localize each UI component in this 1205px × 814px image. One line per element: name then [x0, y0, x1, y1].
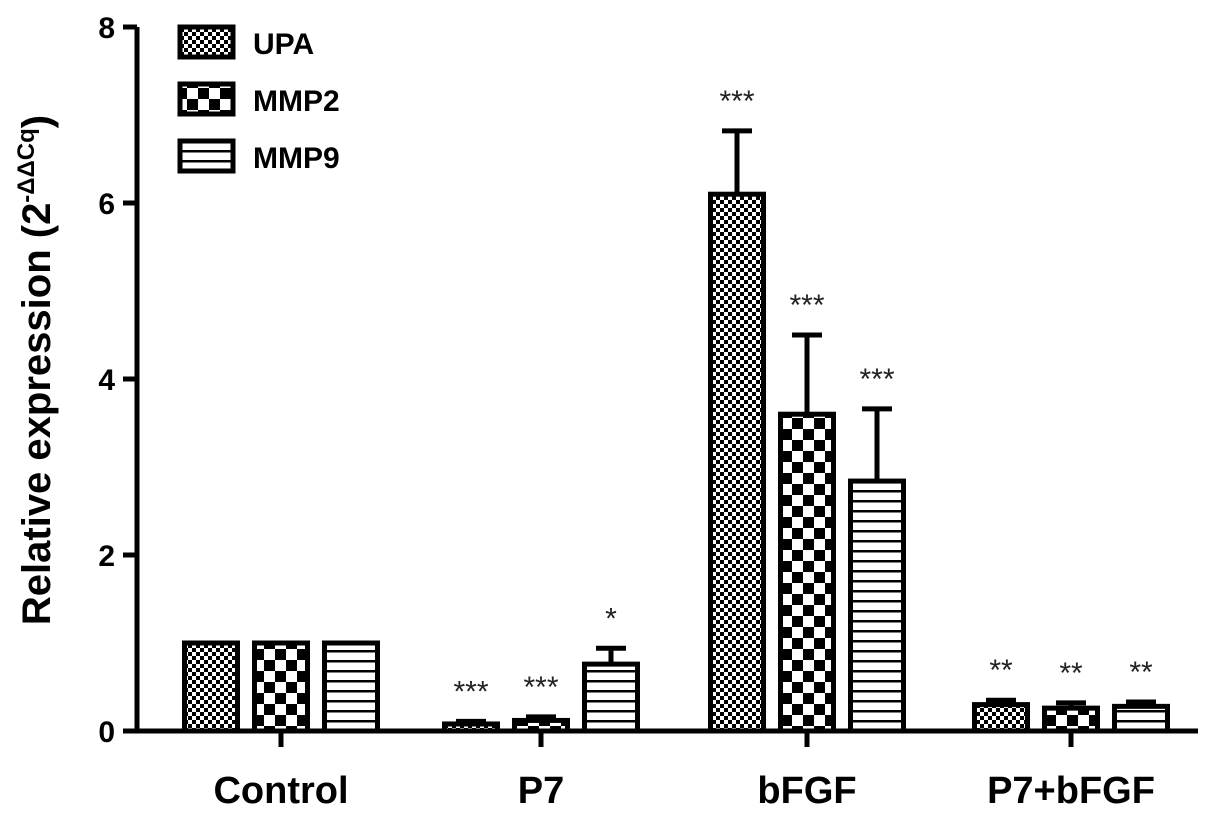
x-tick-label: P7+bFGF: [987, 770, 1155, 812]
legend: UPA MMP2 MMP9: [177, 24, 340, 175]
significance-label: ***: [719, 85, 754, 118]
bar-mmp2: [512, 717, 570, 734]
legend-label-mmp9: MMP9: [253, 142, 340, 175]
bar-upa: [182, 640, 240, 734]
legend-label-mmp2: MMP2: [253, 85, 340, 118]
legend-label-upa: UPA: [253, 28, 314, 61]
bar-mmp9: [1112, 703, 1170, 734]
significance-label: **: [989, 654, 1013, 687]
bar-mmp2: [252, 640, 310, 734]
significance-label: **: [1129, 656, 1153, 689]
bar-mmp2: [778, 411, 836, 734]
bar-upa: [972, 702, 1030, 734]
significance-label: ***: [453, 675, 488, 708]
y-axis-title: Relative expression (2-ΔΔCq): [13, 115, 59, 625]
significance-label: ***: [523, 671, 558, 704]
x-tick-label: P7: [518, 770, 564, 812]
bar-mmp2: [1042, 705, 1100, 734]
bar-upa: [708, 191, 766, 734]
legend-swatch-mmp9: [177, 138, 236, 174]
legend-swatch-upa: [177, 24, 236, 60]
significance-label: *: [605, 602, 617, 635]
legend-swatch-mmp2: [177, 81, 236, 117]
bar-mmp9: [848, 478, 906, 734]
significance-label: **: [1059, 657, 1083, 690]
bars: *** *************** ** **: [182, 85, 1170, 734]
y-tick-label: 8: [98, 12, 115, 45]
bar-upa: [442, 721, 500, 734]
bar-mmp9: [582, 661, 640, 734]
y-tick-label: 2: [98, 540, 115, 573]
bar-mmp9: [322, 640, 380, 734]
axes: 0 2 4 6 8 Control P7 bFGF P7+bFGF: [98, 12, 1198, 812]
x-tick-label: Control: [213, 770, 348, 812]
x-tick-label: bFGF: [757, 770, 856, 812]
y-tick-label: 4: [98, 364, 115, 397]
y-tick-label: 0: [98, 716, 115, 749]
y-tick-label: 6: [98, 188, 115, 221]
significance-label: ***: [789, 289, 824, 322]
significance-label: ***: [859, 363, 894, 396]
